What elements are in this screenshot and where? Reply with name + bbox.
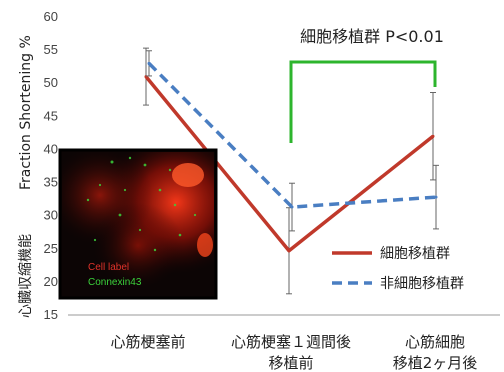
significance-bracket-line [289,60,437,143]
significance-bracket [289,60,437,143]
x-category-label: 心筋細胞 [405,333,465,351]
y-tick-label: 15 [44,307,58,322]
data-point [147,61,151,65]
inset-label-green: Connexin43 [88,277,142,288]
legend-label: 細胞移植群 [380,246,450,262]
y-axis-ticks: 15 20 25 30 35 40 45 50 55 60 [44,9,58,322]
y-tick-label: 20 [44,274,58,289]
data-point [287,249,291,253]
series-line-2 [147,62,437,209]
y-tick-label: 60 [44,9,58,24]
y-tick-label: 30 [44,208,58,223]
x-category-label: 心筋梗塞前 [110,333,185,351]
microscopy-inset: Cell label Connexin43 [58,148,218,300]
y-tick-label: 45 [44,108,58,123]
inset-label-red: Cell label [88,262,129,273]
data-point [290,205,294,209]
data-point [431,134,435,138]
y-tick-label: 35 [44,175,58,190]
x-category-label: 移植2ヶ月後 [393,354,478,372]
x-category-label: 移植前 [268,354,313,372]
y-axis-label-en: Fraction Shortening % [18,35,34,190]
legend-label: 非細胞移植群 [380,276,464,292]
y-tick-label: 40 [44,141,58,156]
y-tick-label: 55 [44,42,58,57]
series-layer [143,47,439,295]
y-tick-label: 25 [44,241,58,256]
x-category-label: 心筋梗塞１週間後 [231,333,351,351]
y-axis-label-ja: 心臓収縮機能 [18,234,34,318]
y-tick-label: 50 [44,75,58,90]
data-point [434,195,438,199]
significance-label: 細胞移植群 P<0.01 [300,27,444,46]
